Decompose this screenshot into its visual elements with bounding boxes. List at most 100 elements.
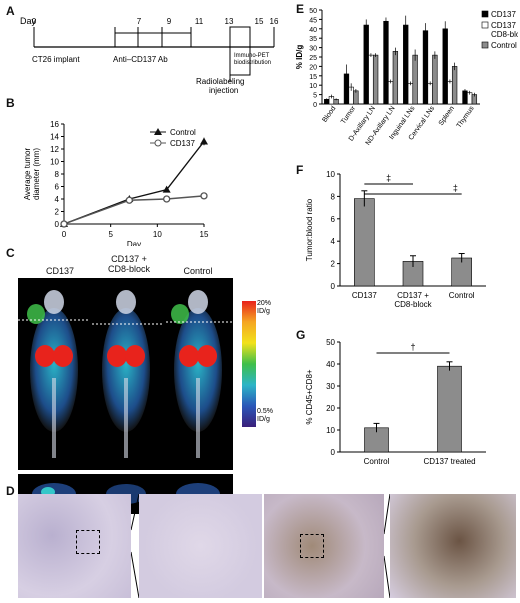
timeline-tick-label: 9 bbox=[167, 17, 172, 26]
timeline-tick-label: 16 bbox=[270, 17, 279, 26]
pet-mouse-images bbox=[18, 290, 233, 458]
data-point-circle bbox=[125, 196, 133, 204]
category-label: Tumor bbox=[340, 105, 358, 126]
y-tick-label: 30 bbox=[309, 46, 317, 53]
mouse-skull bbox=[44, 290, 64, 314]
timeline-tick-label: 0 bbox=[32, 17, 37, 26]
pet-color-scale bbox=[242, 301, 256, 427]
mouse-body bbox=[102, 308, 150, 432]
y-tick-label: 20 bbox=[309, 64, 317, 71]
timeline-tick-label: 13 bbox=[225, 17, 234, 26]
scale-bottom-value: 0.5% bbox=[257, 408, 273, 415]
y-tick-label: 0 bbox=[313, 102, 317, 109]
bar bbox=[383, 20, 389, 105]
y-tick-label: 0 bbox=[55, 220, 60, 229]
radiolabel-label-2: injection bbox=[209, 86, 238, 95]
zoom-lines-1 bbox=[131, 494, 139, 598]
mouse-spine bbox=[196, 378, 200, 458]
timeline-diagram: Day 0 7 9 11 13 15 16 CT26 implant Anti–CD137 … bbox=[20, 16, 279, 95]
panel-label-b: B bbox=[6, 96, 15, 110]
y-tick-label: 25 bbox=[309, 55, 317, 62]
scale-top-unit: ID/g bbox=[257, 308, 270, 315]
bar bbox=[442, 28, 448, 105]
y-tick-label: 15 bbox=[309, 74, 317, 81]
y-tick-label: 6 bbox=[331, 215, 336, 224]
kidney-right bbox=[197, 345, 217, 367]
bar bbox=[368, 54, 374, 105]
bar bbox=[451, 66, 458, 105]
bar bbox=[437, 365, 462, 453]
antibody-box bbox=[114, 32, 192, 48]
data-point-triangle bbox=[200, 137, 208, 145]
mouse-body bbox=[174, 308, 222, 432]
y-tick-label: 12 bbox=[50, 145, 59, 154]
category-label: Control bbox=[364, 457, 390, 466]
category-label: Thymus bbox=[456, 105, 476, 130]
y-tick-label: 2 bbox=[331, 260, 336, 269]
kidney-right bbox=[53, 345, 73, 367]
y-tick-label: 40 bbox=[326, 360, 335, 369]
y-tick-label: 10 bbox=[326, 426, 335, 435]
kidney-left bbox=[107, 345, 127, 367]
imaging-box bbox=[229, 26, 251, 76]
panel-label-f: F bbox=[296, 163, 304, 177]
bar bbox=[462, 90, 468, 105]
histology-control-lowmag bbox=[18, 494, 131, 598]
y-axis-label: Tumor:blood ratio bbox=[305, 198, 314, 261]
y-tick-label: 4 bbox=[55, 195, 60, 204]
scale-top-label: 20% ID/g bbox=[257, 300, 271, 316]
y-tick-label: 10 bbox=[326, 170, 335, 179]
x-tick-label: 10 bbox=[153, 230, 162, 239]
legend-label: Control bbox=[170, 128, 196, 137]
y-tick-label: 30 bbox=[326, 382, 335, 391]
histology-control-highmag bbox=[139, 494, 262, 598]
bar bbox=[392, 51, 399, 105]
legend-label: Control bbox=[491, 41, 517, 50]
series-line-cd137 bbox=[63, 195, 205, 225]
bar bbox=[354, 198, 375, 287]
scale-bottom-unit: ID/g bbox=[257, 416, 270, 423]
y-tick-label: 2 bbox=[55, 208, 60, 217]
significance-marker: † bbox=[410, 342, 415, 352]
y-tick-label: 5 bbox=[313, 93, 317, 100]
bar bbox=[432, 54, 438, 105]
bar bbox=[372, 54, 379, 105]
histology-cd137-highmag bbox=[390, 494, 516, 598]
timeline-tick-label: 11 bbox=[195, 17, 204, 26]
bar bbox=[422, 30, 429, 105]
legend-label: CD137 bbox=[491, 10, 516, 19]
y-tick-label: 8 bbox=[55, 170, 60, 179]
tumor-blood-ratio-chart: 0 2 4 6 8 10 Tumor:blood ratio CD137 CD137 +CD8-… bbox=[305, 170, 486, 309]
y-tick-label: 50 bbox=[326, 338, 335, 347]
category-label: Spleen bbox=[438, 105, 456, 127]
significance-marker-2: ‡ bbox=[453, 183, 458, 193]
legend-label: CD137 + bbox=[491, 21, 518, 30]
mouse-skull bbox=[188, 290, 208, 314]
bar bbox=[353, 90, 359, 105]
legend-label: CD8-block bbox=[491, 30, 518, 39]
y-tick-label: 6 bbox=[55, 183, 60, 192]
kidney-right bbox=[125, 345, 145, 367]
y-axis-label: % CD45+CD8+ bbox=[305, 369, 314, 424]
immunopet-label-1: Immuno-PET bbox=[234, 53, 270, 59]
kidney-left bbox=[179, 345, 199, 367]
legend-label: CD137 bbox=[170, 139, 195, 148]
y-axis-label: Average tumordiameter (mm) bbox=[23, 148, 41, 201]
radiolabel-label-1: Radiolabeling bbox=[196, 77, 244, 86]
y-axis-label: % ID/g bbox=[295, 45, 304, 70]
y-tick-label: 40 bbox=[309, 27, 317, 34]
histology-cd137-lowmag bbox=[264, 494, 384, 598]
tumor-growth-chart: 0 2 4 6 8 10 12 14 16 0 5 10 15 Day Average tumordiame… bbox=[23, 120, 209, 246]
bar bbox=[447, 81, 453, 105]
x-tick-label: 15 bbox=[200, 230, 209, 239]
x-axis-label: Day bbox=[127, 240, 141, 246]
legend-marker bbox=[154, 128, 162, 135]
data-point-triangle bbox=[162, 185, 171, 193]
y-tick-label: 20 bbox=[326, 404, 335, 413]
bar bbox=[407, 83, 414, 105]
category-label: Blood bbox=[321, 105, 337, 124]
scale-bottom-label: 0.5% ID/g bbox=[257, 408, 273, 424]
bar bbox=[388, 81, 394, 105]
scale-top-value: 20% bbox=[257, 300, 272, 307]
